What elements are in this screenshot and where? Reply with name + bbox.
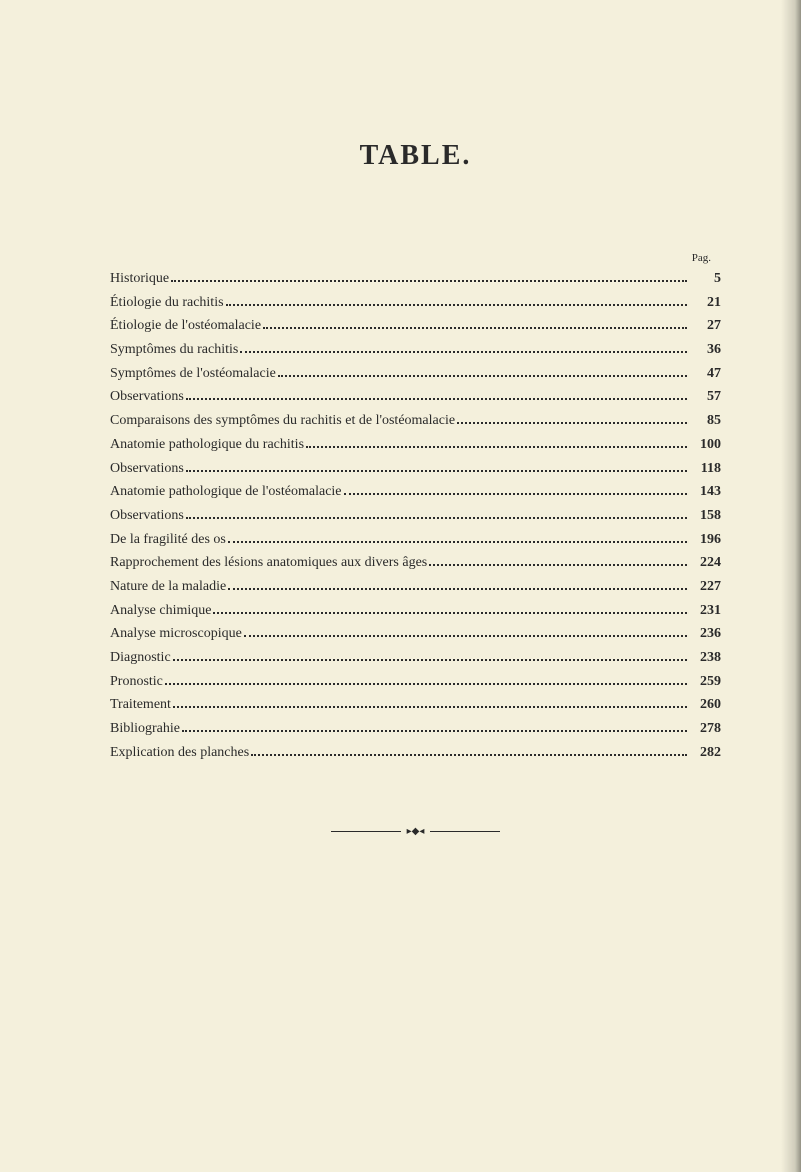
toc-entry-label: De la fragilité des os xyxy=(110,529,226,551)
toc-row: Comparaisons des symptômes du rachitis e… xyxy=(110,410,721,432)
toc-entry-label: Traitement xyxy=(110,694,171,716)
toc-row: Symptômes de l'ostéomalacie 47 xyxy=(110,363,721,385)
toc-row: Anatomie pathologique du rachitis 100 xyxy=(110,434,721,456)
toc-row: Observations 118 xyxy=(110,458,721,480)
toc-leader-dots xyxy=(244,635,687,637)
toc-leader-dots xyxy=(182,730,687,732)
toc-leader-dots xyxy=(165,683,687,685)
toc-row: Étiologie du rachitis 21 xyxy=(110,292,721,314)
toc-row: Bibliograhie 278 xyxy=(110,718,721,740)
toc-leader-dots xyxy=(173,706,687,708)
toc-entry-label: Historique xyxy=(110,268,169,290)
toc-entry-page: 158 xyxy=(691,505,721,527)
toc-entry-label: Analyse microscopique xyxy=(110,623,242,645)
toc-entry-page: 231 xyxy=(691,600,721,622)
toc-leader-dots xyxy=(186,398,687,400)
toc-leader-dots xyxy=(173,659,687,661)
toc-entry-label: Symptômes de l'ostéomalacie xyxy=(110,363,276,385)
toc-entry-page: 85 xyxy=(691,410,721,432)
toc-leader-dots xyxy=(278,375,687,377)
toc-row: Observations 158 xyxy=(110,505,721,527)
toc-entry-page: 27 xyxy=(691,315,721,337)
divider-line-left xyxy=(331,831,401,832)
toc-leader-dots xyxy=(240,351,687,353)
toc-row: Pronostic 259 xyxy=(110,671,721,693)
toc-entry-page: 47 xyxy=(691,363,721,385)
toc-row: De la fragilité des os 196 xyxy=(110,529,721,551)
toc-entry-label: Observations xyxy=(110,505,184,527)
toc-entry-label: Observations xyxy=(110,458,184,480)
toc-entry-page: 236 xyxy=(691,623,721,645)
toc-entry-label: Observations xyxy=(110,386,184,408)
page-title: TABLE. xyxy=(110,140,721,172)
toc-entry-label: Explication des planches xyxy=(110,742,249,764)
toc-leader-dots xyxy=(263,327,687,329)
pag-column-label: Pag. xyxy=(110,252,721,264)
toc-entry-label: Bibliograhie xyxy=(110,718,180,740)
toc-entry-page: 100 xyxy=(691,434,721,456)
toc-row: Diagnostic 238 xyxy=(110,647,721,669)
toc-entry-label: Symptômes du rachitis xyxy=(110,339,238,361)
toc-row: Traitement 260 xyxy=(110,694,721,716)
toc-row: Observations 57 xyxy=(110,386,721,408)
toc-leader-dots xyxy=(306,446,687,448)
toc-leader-dots xyxy=(186,517,687,519)
toc-entry-label: Comparaisons des symptômes du rachitis e… xyxy=(110,410,455,432)
toc-row: Symptômes du rachitis 36 xyxy=(110,339,721,361)
toc-entry-page: 224 xyxy=(691,552,721,574)
page-edge-shadow xyxy=(781,0,801,1172)
toc-leader-dots xyxy=(344,493,687,495)
toc-row: Nature de la maladie 227 xyxy=(110,576,721,598)
toc-entry-page: 260 xyxy=(691,694,721,716)
toc-entry-label: Pronostic xyxy=(110,671,163,693)
toc-entry-label: Anatomie pathologique de l'ostéomalacie xyxy=(110,481,342,503)
toc-entry-label: Rapprochement des lésions anatomiques au… xyxy=(110,552,427,574)
toc-leader-dots xyxy=(186,470,687,472)
toc-entry-page: 21 xyxy=(691,292,721,314)
divider-ornament: ▸◆◂ xyxy=(407,826,425,837)
toc-entry-page: 57 xyxy=(691,386,721,408)
toc-entry-label: Analyse chimique xyxy=(110,600,211,622)
toc-entry-label: Étiologie du rachitis xyxy=(110,292,224,314)
toc-entry-label: Diagnostic xyxy=(110,647,171,669)
toc-row: Anatomie pathologique de l'ostéomalacie 1… xyxy=(110,481,721,503)
toc-leader-dots xyxy=(228,588,687,590)
divider-line-right xyxy=(430,831,500,832)
toc-entry-page: 259 xyxy=(691,671,721,693)
section-divider: ▸◆◂ xyxy=(110,823,721,839)
toc-leader-dots xyxy=(226,304,687,306)
toc-row: Analyse microscopique 236 xyxy=(110,623,721,645)
toc-row: Rapprochement des lésions anatomiques au… xyxy=(110,552,721,574)
toc-leader-dots xyxy=(251,754,687,756)
toc-entry-label: Nature de la maladie xyxy=(110,576,226,598)
toc-leader-dots xyxy=(171,280,687,282)
toc-entry-page: 36 xyxy=(691,339,721,361)
toc-entry-page: 227 xyxy=(691,576,721,598)
toc-entry-label: Étiologie de l'ostéomalacie xyxy=(110,315,261,337)
toc-entry-page: 278 xyxy=(691,718,721,740)
toc-row: Historique 5 xyxy=(110,268,721,290)
toc-entry-page: 118 xyxy=(691,458,721,480)
table-of-contents: Historique5Étiologie du rachitis21Étiolo… xyxy=(110,268,721,763)
toc-entry-label: Anatomie pathologique du rachitis xyxy=(110,434,304,456)
toc-entry-page: 196 xyxy=(691,529,721,551)
document-page: TABLE. Pag. Historique5Étiologie du rach… xyxy=(0,0,801,899)
toc-leader-dots xyxy=(429,564,687,566)
toc-entry-page: 143 xyxy=(691,481,721,503)
toc-row: Analyse chimique 231 xyxy=(110,600,721,622)
toc-entry-page: 282 xyxy=(691,742,721,764)
toc-row: Étiologie de l'ostéomalacie 27 xyxy=(110,315,721,337)
toc-entry-page: 238 xyxy=(691,647,721,669)
toc-leader-dots xyxy=(213,612,687,614)
toc-leader-dots xyxy=(228,541,687,543)
toc-leader-dots xyxy=(457,422,687,424)
toc-entry-page: 5 xyxy=(691,268,721,290)
toc-row: Explication des planches 282 xyxy=(110,742,721,764)
